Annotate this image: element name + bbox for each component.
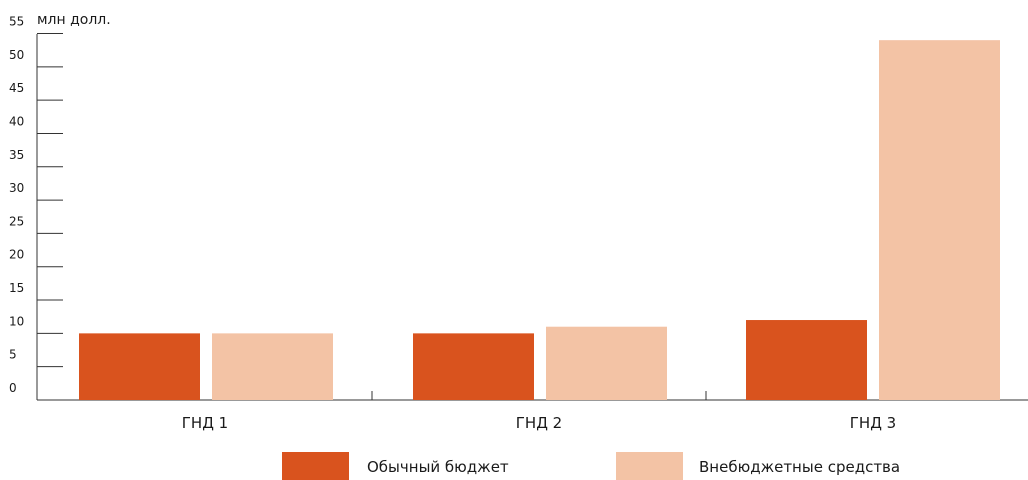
y-tick-label: 35 [9,148,24,162]
bar-regular-budget-1 [79,333,200,400]
y-tick-label: 50 [9,48,24,62]
y-tick-label: 15 [9,281,24,295]
y-tick-label: 20 [9,248,24,262]
bar-extrabudgetary-3 [879,40,1000,400]
category-label: ГНД 3 [850,414,896,432]
category-label: ГНД 2 [516,414,562,432]
y-tick-label: 55 [9,15,24,29]
legend: Обычный бюджет Внебюджетные средства [282,452,900,480]
category-label: ГНД 1 [182,414,228,432]
y-tick-label: 0 [9,381,17,395]
x-axis-separators [371,391,707,400]
bars [79,40,1000,400]
y-tick-label: 40 [9,114,24,128]
y-tick-label: 10 [9,314,24,328]
y-tick-label: 25 [9,214,24,228]
bar-regular-budget-3 [746,320,867,400]
legend-label: Внебюджетные средства [699,458,900,476]
bar-extrabudgetary-2 [546,326,667,400]
y-axis-unit-label: млн долл. [37,12,111,28]
legend-swatch [616,452,683,480]
legend-swatch [282,452,349,480]
category-labels: ГНД 1 ГНД 2 ГНД 3 [182,414,896,432]
bar-extrabudgetary-1 [212,333,333,400]
y-tick-label: 5 [9,348,17,362]
y-tick-label: 30 [9,181,24,195]
legend-label: Обычный бюджет [367,458,509,476]
y-tick-label: 45 [9,81,24,95]
bar-regular-budget-2 [413,333,534,400]
y-axis-ticks: 0 5 10 15 20 25 30 35 40 45 50 55 [9,15,63,395]
